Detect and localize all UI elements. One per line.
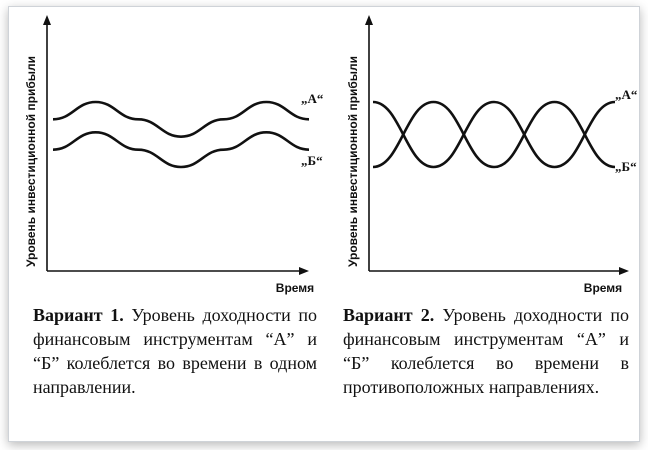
- caption-text: Уровень доходности по финансовым инструм…: [343, 305, 629, 397]
- series-line-b: [372, 100, 616, 169]
- y-axis-label: Уровень инвестиционной прибыли: [24, 56, 38, 267]
- series-label-a: „А“: [615, 87, 638, 102]
- chart-panel-variant-2: Уровень инвестиционной прибыли Время „А“ „Б…: [333, 7, 638, 441]
- caption-variant-2: Вариант 2. Уровень доходности по финансо…: [343, 303, 629, 399]
- series-line-a: [372, 100, 616, 169]
- series-label-a: „А“: [301, 91, 324, 106]
- x-axis-label: Время: [584, 281, 622, 295]
- chart-variant-1: Уровень инвестиционной прибыли Время „А“ „Б…: [24, 15, 324, 295]
- y-axis-arrow: [365, 15, 373, 25]
- caption-text: Уровень доходности по финансовым инструм…: [33, 305, 317, 397]
- x-axis-label: Время: [276, 281, 314, 295]
- series-label-b: „Б“: [301, 153, 323, 168]
- x-axis-arrow: [619, 267, 629, 275]
- chart-variant-2: Уровень инвестиционной прибыли Время „А“ „Б…: [346, 15, 638, 295]
- y-axis-arrow: [43, 15, 51, 25]
- y-axis-label: Уровень инвестиционной прибыли: [346, 56, 360, 267]
- caption-title: Вариант 1.: [33, 305, 124, 325]
- caption-title: Вариант 2.: [343, 305, 435, 325]
- figure-frame: Уровень инвестиционной прибыли Время „А“ „Б…: [8, 6, 640, 442]
- caption-variant-1: Вариант 1. Уровень доходности по финансо…: [33, 303, 317, 399]
- series-label-b: „Б“: [615, 159, 637, 174]
- series-line-a: [52, 100, 310, 138]
- chart-panel-variant-1: Уровень инвестиционной прибыли Время „А“ „Б…: [13, 7, 324, 441]
- series-line-b: [52, 131, 310, 169]
- x-axis-arrow: [299, 267, 309, 275]
